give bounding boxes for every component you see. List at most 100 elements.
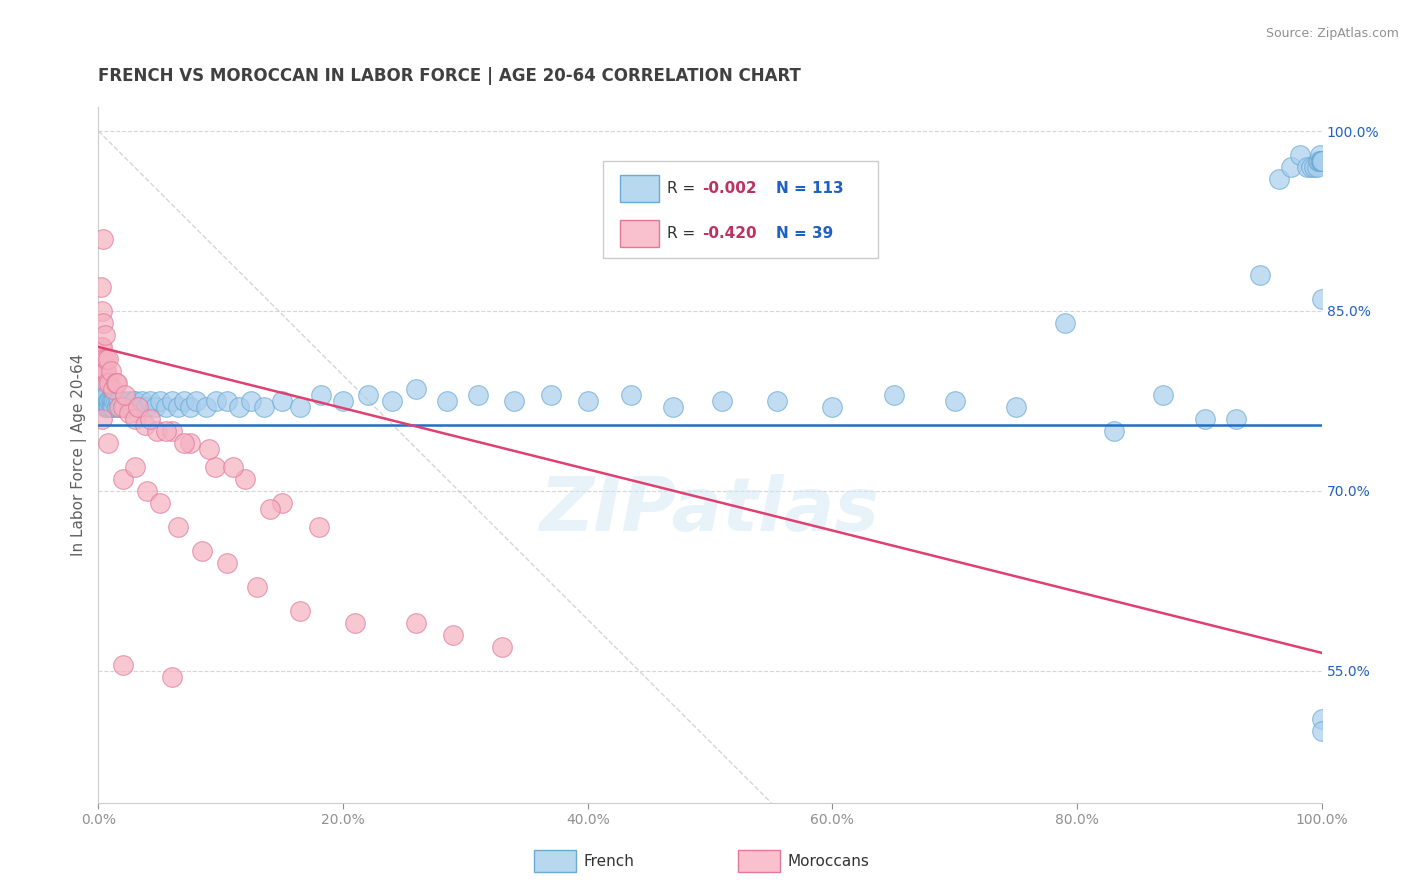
Point [104,376,127,390]
Point [111,657,134,672]
Text: Source: ZipAtlas.com: Source: ZipAtlas.com [1265,27,1399,40]
Point [93,328,115,343]
Point [105,376,128,390]
Point [98,376,121,390]
Point [127,400,149,414]
Point [1310,154,1333,169]
Point [344,615,367,630]
Point [114,400,136,414]
Point [1310,154,1333,169]
Point [662,400,685,414]
Point [1310,154,1333,169]
Point [103,393,125,408]
Point [93,400,115,414]
Point [1310,154,1333,169]
Point [943,393,966,408]
Point [1306,160,1329,174]
Point [405,615,427,630]
Point [186,393,208,408]
Point [205,393,228,408]
Point [94,351,117,366]
Point [108,393,131,408]
Point [94,364,117,378]
Point [308,520,330,534]
Point [121,393,143,408]
Point [1310,154,1333,169]
Point [97,393,120,408]
Point [160,424,183,438]
Point [215,556,238,570]
Point [1053,316,1076,330]
Point [1310,723,1333,738]
Point [222,459,245,474]
Point [1249,268,1271,282]
Point [97,351,120,366]
Point [195,400,218,414]
Point [90,382,112,396]
Point [89,376,111,390]
Point [233,472,256,486]
Point [98,393,121,408]
Point [160,393,183,408]
Point [1310,154,1333,169]
Point [91,393,114,408]
Text: French: French [583,854,634,869]
Point [108,400,131,414]
Point [90,364,112,378]
Point [97,400,120,414]
Point [1303,160,1326,174]
Point [1310,154,1333,169]
Point [1310,154,1333,169]
Point [124,393,146,408]
Point [124,412,146,426]
Point [405,382,427,396]
Point [711,393,734,408]
Point [100,364,122,378]
Point [290,604,312,618]
Point [173,436,195,450]
Text: R =: R = [666,181,700,196]
Point [90,280,112,294]
Text: FRENCH VS MOROCCAN IN LABOR FORCE | AGE 20-64 CORRELATION CHART: FRENCH VS MOROCCAN IN LABOR FORCE | AGE … [98,67,801,85]
Point [1004,400,1026,414]
Point [1308,154,1330,169]
Point [98,393,121,408]
Point [332,393,354,408]
Point [91,382,114,396]
Point [1194,412,1216,426]
Point [1225,412,1247,426]
Point [290,400,312,414]
Point [821,400,844,414]
Point [110,400,132,414]
Point [91,316,114,330]
Point [160,670,183,684]
Text: ZIPatlas: ZIPatlas [540,474,880,547]
Point [98,400,121,414]
Point [91,412,114,426]
Point [111,393,134,408]
Point [114,388,136,402]
Point [128,400,150,414]
Point [1309,154,1331,169]
Point [93,364,115,378]
Point [93,382,115,396]
Text: -0.420: -0.420 [702,227,756,242]
Point [540,388,562,402]
Point [91,340,114,354]
Point [1296,160,1319,174]
Point [107,393,129,408]
Point [97,436,120,450]
Point [134,417,156,432]
Point [1310,154,1333,169]
Point [91,370,114,384]
Point [100,393,122,408]
Point [89,364,111,378]
Point [111,400,134,414]
Point [228,400,250,414]
Point [149,496,172,510]
Point [441,628,464,642]
Text: N = 39: N = 39 [776,227,834,242]
Point [179,436,201,450]
Point [197,442,219,456]
Point [883,388,905,402]
